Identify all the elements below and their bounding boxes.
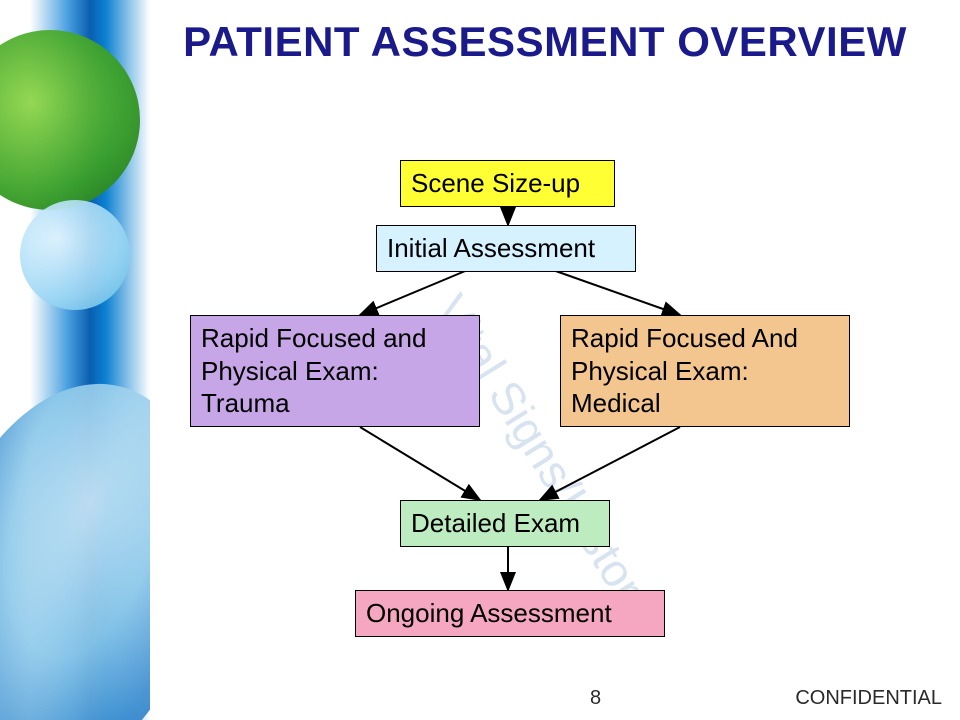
flow-node-scene: Scene Size-up [400, 160, 615, 207]
confidential-label: CONFIDENTIAL [795, 687, 942, 710]
flow-node-trauma: Rapid Focused andPhysical Exam:Trauma [190, 315, 480, 427]
page-number: 8 [590, 687, 601, 710]
flow-edge-initial-to-medical [550, 269, 680, 315]
flow-edge-trauma-to-detailed [360, 427, 480, 500]
flow-node-ongoing: Ongoing Assessment [355, 590, 665, 637]
flow-node-detailed: Detailed Exam [400, 500, 610, 547]
flow-node-initial: Initial Assessment [376, 225, 636, 272]
decorative-sidebar [0, 0, 150, 720]
decorative-swirl [0, 353, 150, 720]
slide-title: PATIENT ASSESSMENT OVERVIEW [150, 18, 940, 66]
slide: PATIENT ASSESSMENT OVERVIEW Vital Signs/… [0, 0, 960, 720]
flow-node-medical: Rapid Focused AndPhysical Exam:Medical [560, 315, 850, 427]
